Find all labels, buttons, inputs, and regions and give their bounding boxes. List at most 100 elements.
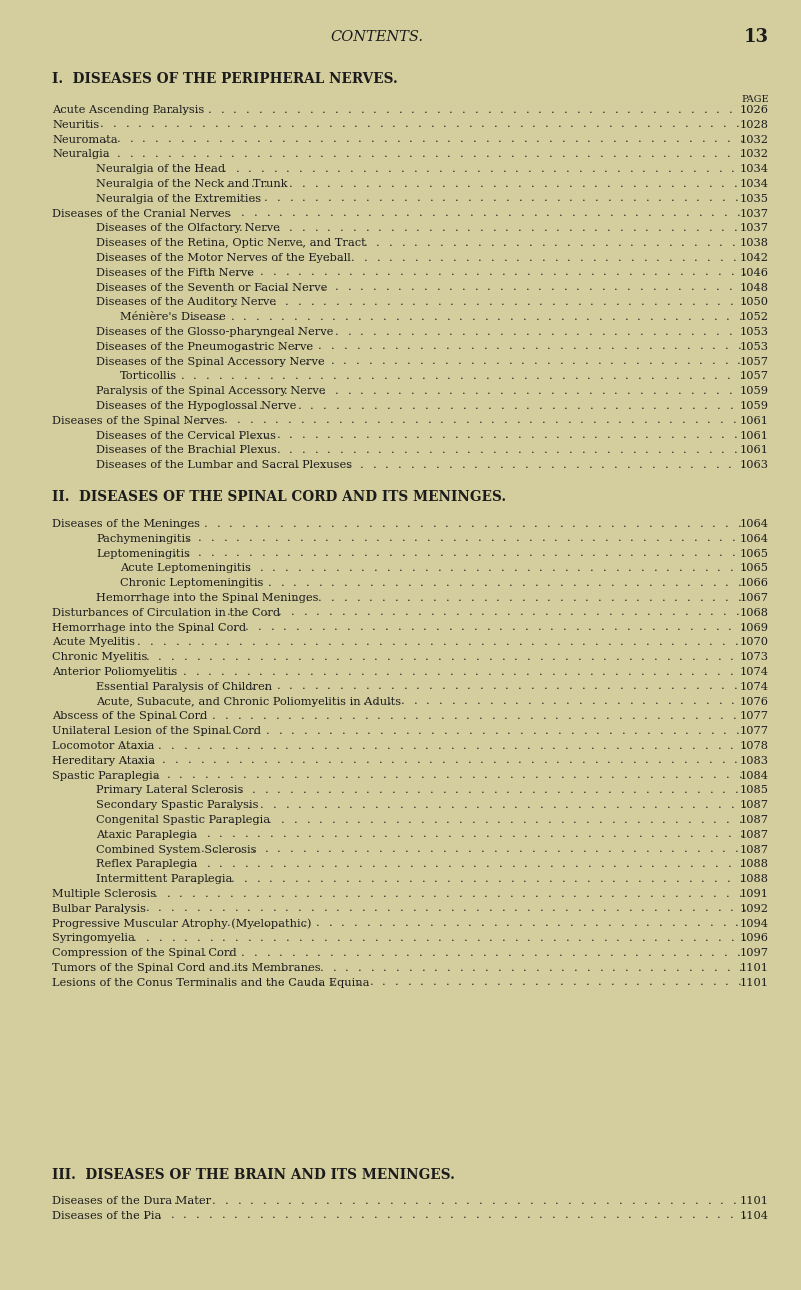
Text: .: . xyxy=(386,400,390,410)
Text: Diseases of the Glosso-pharyngeal Nerve: Diseases of the Glosso-pharyngeal Nerve xyxy=(96,326,333,337)
Text: .: . xyxy=(607,178,610,188)
Text: .: . xyxy=(133,740,137,751)
Text: .: . xyxy=(282,873,286,884)
Text: .: . xyxy=(430,784,433,795)
Text: .: . xyxy=(646,756,649,765)
Text: .: . xyxy=(665,459,669,470)
Text: .: . xyxy=(181,829,185,840)
Text: .: . xyxy=(201,784,205,795)
Text: .: . xyxy=(621,784,624,795)
Text: .: . xyxy=(364,415,368,426)
Text: .: . xyxy=(215,119,218,129)
Text: .: . xyxy=(479,1196,483,1206)
Text: .: . xyxy=(672,119,676,129)
Text: .: . xyxy=(252,756,255,765)
Text: Lesions of the Conus Terminalis and the Cauda Equina: Lesions of the Conus Terminalis and the … xyxy=(52,978,369,988)
Text: .: . xyxy=(228,208,232,218)
Text: .: . xyxy=(578,164,582,174)
Text: .: . xyxy=(567,415,571,426)
Text: .: . xyxy=(671,637,675,646)
Text: .: . xyxy=(325,237,329,248)
Text: .: . xyxy=(231,859,235,869)
Text: .: . xyxy=(618,533,622,543)
Text: .: . xyxy=(396,134,400,144)
Text: .: . xyxy=(332,978,335,987)
Text: Diseases of the Seventh or Facial Nerve: Diseases of the Seventh or Facial Nerve xyxy=(96,283,328,293)
Text: .: . xyxy=(505,445,509,455)
Text: .: . xyxy=(309,326,313,337)
Text: .: . xyxy=(686,208,690,218)
Text: .: . xyxy=(589,459,592,470)
Text: .: . xyxy=(372,459,376,470)
Text: .: . xyxy=(378,681,382,691)
Text: .: . xyxy=(387,562,390,573)
Text: 1085: 1085 xyxy=(740,786,769,796)
Text: .: . xyxy=(460,148,464,159)
Text: .: . xyxy=(722,430,725,440)
Text: .: . xyxy=(723,608,727,618)
Text: .: . xyxy=(369,519,372,529)
Text: .: . xyxy=(434,312,437,321)
Text: .: . xyxy=(195,622,198,632)
Text: Combined System Sclerosis: Combined System Sclerosis xyxy=(96,845,256,854)
Text: .: . xyxy=(384,873,387,884)
Text: .: . xyxy=(316,119,320,129)
Text: .: . xyxy=(572,948,575,957)
Text: .: . xyxy=(631,1196,635,1206)
Text: .: . xyxy=(574,873,578,884)
Text: .: . xyxy=(597,948,601,957)
Text: .: . xyxy=(509,519,513,529)
Text: .: . xyxy=(523,962,527,973)
Text: .: . xyxy=(244,148,248,159)
Text: .: . xyxy=(397,829,400,840)
Text: .: . xyxy=(306,578,310,588)
Text: .: . xyxy=(384,829,388,840)
Text: .: . xyxy=(352,178,356,188)
Text: .: . xyxy=(493,844,497,854)
Text: .: . xyxy=(465,237,469,248)
Text: .: . xyxy=(324,164,328,174)
Text: .: . xyxy=(302,194,306,204)
Text: .: . xyxy=(447,962,451,973)
Text: .: . xyxy=(683,430,687,440)
Text: .: . xyxy=(359,859,363,869)
Text: .: . xyxy=(497,312,501,321)
Text: .: . xyxy=(313,253,316,262)
Text: .: . xyxy=(324,297,327,307)
Text: .: . xyxy=(669,253,673,262)
Text: .: . xyxy=(351,237,355,248)
Text: .: . xyxy=(268,770,272,780)
Text: .: . xyxy=(674,342,678,351)
Text: .: . xyxy=(555,1196,559,1206)
Text: .: . xyxy=(443,918,446,928)
Text: .: . xyxy=(435,148,438,159)
Text: .: . xyxy=(580,415,584,426)
Text: .: . xyxy=(453,415,457,426)
Text: .: . xyxy=(209,1210,212,1220)
Text: .: . xyxy=(590,651,594,662)
Text: .: . xyxy=(343,948,347,957)
Text: .: . xyxy=(307,962,311,973)
Text: .: . xyxy=(639,622,643,632)
Text: .: . xyxy=(249,533,253,543)
Text: .: . xyxy=(643,253,647,262)
Text: .: . xyxy=(437,104,441,115)
Text: .: . xyxy=(417,918,421,928)
Text: PAGE: PAGE xyxy=(742,95,769,104)
Text: .: . xyxy=(560,342,564,351)
Text: .: . xyxy=(502,697,506,706)
Text: .: . xyxy=(519,844,522,854)
Text: .: . xyxy=(515,164,519,174)
Text: .: . xyxy=(245,622,249,632)
Text: .: . xyxy=(449,622,453,632)
Text: .: . xyxy=(362,800,365,810)
Text: .: . xyxy=(311,800,315,810)
Text: .: . xyxy=(308,134,312,144)
Text: .: . xyxy=(485,962,489,973)
Text: .: . xyxy=(281,770,284,780)
Text: .: . xyxy=(235,903,238,913)
Text: .: . xyxy=(461,459,465,470)
Text: .: . xyxy=(556,178,560,188)
Text: .: . xyxy=(743,800,747,810)
Text: .: . xyxy=(264,430,268,440)
